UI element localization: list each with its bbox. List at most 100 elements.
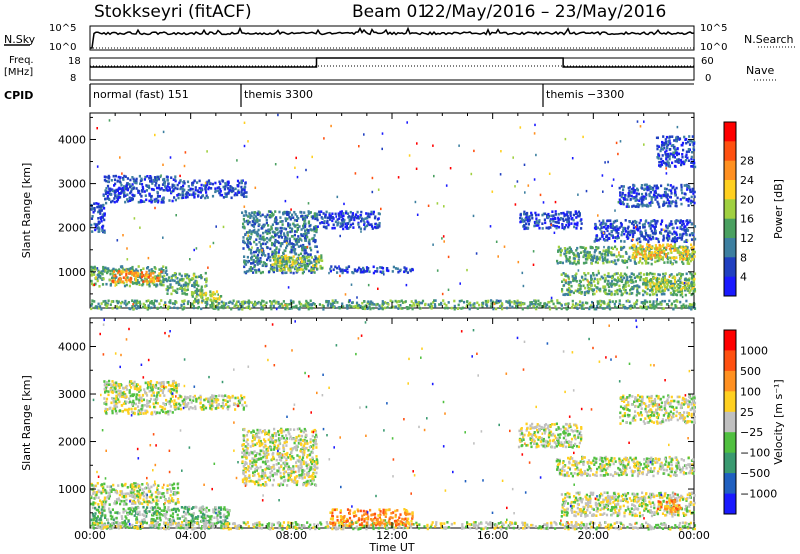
- range-cell: [356, 268, 359, 272]
- range-cell: [237, 184, 240, 188]
- range-cell: [261, 304, 265, 308]
- range-cell: [577, 284, 580, 287]
- range-cell: [122, 276, 125, 279]
- range-cell: [608, 260, 611, 264]
- range-cell: [607, 275, 610, 278]
- range-cell: [103, 229, 106, 233]
- range-cell: [322, 221, 325, 224]
- range-cell: [676, 196, 679, 200]
- range-cell: [592, 272, 595, 275]
- range-cell: [690, 284, 693, 287]
- range-cell: [285, 240, 288, 243]
- range-cell: [618, 288, 621, 291]
- range-cell: [602, 300, 605, 303]
- range-cell: [153, 266, 156, 269]
- range-cell: [354, 215, 357, 219]
- noise-cell: [343, 202, 345, 206]
- range-cell: [684, 250, 687, 253]
- range-cell: [357, 217, 360, 220]
- range-cell: [159, 282, 162, 286]
- range-cell: [668, 235, 671, 238]
- range-cell: [689, 289, 692, 292]
- range-cell: [628, 300, 631, 303]
- range-cell: [663, 141, 666, 145]
- range-cell: [286, 213, 289, 216]
- range-cell: [584, 286, 587, 290]
- range-cell: [622, 188, 625, 191]
- range-cell: [282, 252, 285, 256]
- range-cell: [621, 255, 625, 258]
- noise-cell: [470, 172, 473, 176]
- range-cell: [560, 212, 563, 215]
- range-cell: [379, 306, 382, 310]
- range-cell: [280, 236, 283, 239]
- range-cell: [667, 143, 670, 147]
- range-cell: [499, 299, 502, 303]
- range-cell: [679, 293, 682, 297]
- range-cell: [569, 247, 572, 251]
- range-cell: [688, 306, 691, 310]
- range-cell: [134, 276, 137, 280]
- range-cell: [166, 285, 169, 288]
- range-cell: [113, 178, 117, 182]
- range-cell: [361, 307, 364, 310]
- range-cell: [658, 205, 661, 209]
- range-cell: [664, 138, 667, 141]
- noise-cell: [582, 135, 584, 139]
- range-cell: [313, 214, 317, 218]
- range-cell: [204, 278, 207, 281]
- range-cell: [165, 277, 168, 281]
- range-cell: [355, 301, 359, 305]
- range-cell: [673, 155, 676, 159]
- range-cell: [658, 245, 662, 248]
- range-cell: [566, 274, 569, 278]
- range-cell: [131, 281, 134, 284]
- range-cell: [642, 282, 645, 286]
- noise-cell: [323, 137, 325, 140]
- range-cell: [521, 307, 524, 311]
- range-cell: [196, 289, 199, 293]
- range-cell: [496, 301, 499, 304]
- range-cell: [595, 273, 598, 277]
- range-cell: [535, 213, 538, 217]
- range-cell: [223, 187, 226, 191]
- range-cell: [544, 302, 547, 305]
- range-cell: [197, 299, 200, 302]
- range-cell: [669, 285, 672, 289]
- range-cell: [607, 253, 610, 257]
- range-cell: [567, 210, 570, 214]
- range-cell: [248, 212, 251, 215]
- range-cell: [679, 256, 682, 259]
- range-cell: [299, 210, 302, 214]
- range-cell: [639, 259, 642, 263]
- range-cell: [606, 275, 609, 278]
- range-cell: [115, 283, 118, 287]
- range-cell: [552, 219, 555, 223]
- range-cell: [137, 265, 140, 268]
- range-cell: [155, 197, 158, 201]
- range-cell: [197, 301, 200, 305]
- range-cell: [350, 216, 353, 220]
- noise-cell: [611, 184, 613, 187]
- range-cell: [135, 303, 138, 307]
- range-cell: [682, 258, 685, 261]
- range-cell: [121, 188, 124, 192]
- range-cell: [562, 293, 565, 296]
- range-cell: [288, 215, 291, 219]
- range-cell: [643, 183, 646, 187]
- range-cell: [314, 217, 317, 221]
- range-cell: [240, 179, 243, 183]
- range-cell: [664, 287, 667, 291]
- range-cell: [633, 276, 636, 280]
- range-cell: [690, 157, 693, 161]
- range-cell: [301, 268, 304, 272]
- range-cell: [666, 283, 669, 286]
- range-cell: [157, 184, 161, 187]
- range-cell: [642, 198, 645, 201]
- range-cell: [635, 205, 638, 208]
- range-cell: [284, 271, 287, 275]
- noise-cell: [615, 141, 618, 145]
- range-cell: [146, 283, 149, 286]
- range-cell: [463, 300, 466, 304]
- range-cell: [666, 261, 669, 264]
